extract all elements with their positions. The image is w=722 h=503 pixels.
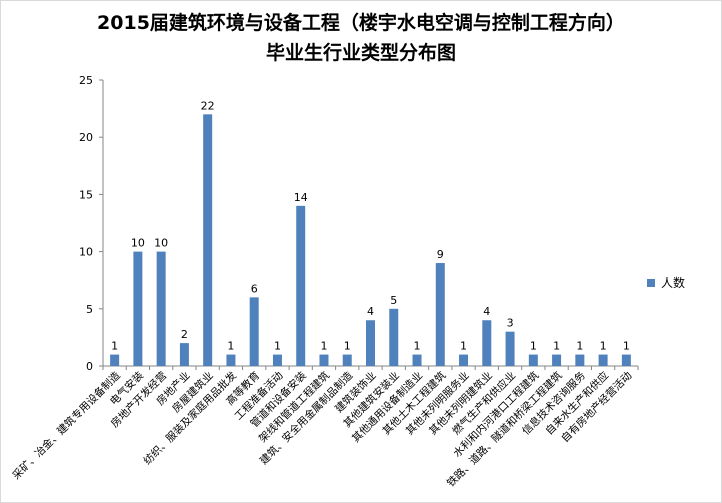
bar: [296, 205, 306, 366]
chart-legend: 人数: [647, 274, 685, 291]
bar-value-label: 1: [320, 340, 327, 353]
bar: [249, 297, 259, 366]
bar-value-label: 1: [600, 340, 607, 353]
bar: [110, 354, 120, 366]
y-tick-label: 20: [79, 131, 93, 144]
bar-value-label: 2: [181, 328, 188, 341]
legend-label: 人数: [661, 276, 686, 290]
bar-value-label: 1: [553, 340, 560, 353]
bar-value-label: 1: [414, 340, 421, 353]
legend-swatch-icon: [647, 278, 655, 287]
bar-value-label: 1: [227, 340, 234, 353]
bar: [203, 114, 213, 366]
bar: [575, 354, 585, 366]
bar: [319, 354, 329, 366]
bar: [528, 354, 538, 366]
bar-value-label: 1: [576, 340, 583, 353]
bar-value-label: 1: [111, 340, 118, 353]
chart-title-line-1: 2015届建筑环境与设备工程（楼宇水电空调与控制工程方向）: [97, 12, 625, 34]
bar: [156, 251, 166, 366]
y-tick-label: 10: [79, 246, 93, 259]
bar-value-label: 4: [367, 305, 374, 318]
bar-value-label: 1: [274, 340, 281, 353]
bar-value-label: 10: [154, 237, 168, 250]
bar-value-label: 3: [507, 317, 514, 330]
bar: [179, 343, 189, 366]
bar-value-label: 22: [201, 99, 215, 112]
bar: [621, 354, 631, 366]
bar: [226, 354, 236, 366]
bar-value-label: 1: [530, 340, 537, 353]
bar-value-label: 14: [294, 191, 308, 204]
bar: [389, 308, 399, 366]
y-tick-label: 15: [79, 188, 93, 201]
bar: [272, 354, 282, 366]
bar-value-label: 10: [131, 237, 145, 250]
bar: [505, 331, 515, 366]
bar-value-label: 6: [251, 282, 258, 295]
y-tick-label: 0: [86, 360, 93, 373]
chart-title-line-2: 毕业生行业类型分布图: [265, 42, 456, 64]
bar: [482, 320, 492, 366]
bar: [133, 251, 143, 366]
bar-value-label: 1: [460, 340, 467, 353]
bar-value-label: 5: [390, 294, 397, 307]
bar-value-label: 1: [623, 340, 630, 353]
bar: [435, 263, 445, 366]
bar-value-label: 4: [483, 305, 490, 318]
bar: [459, 354, 469, 366]
bar: [342, 354, 352, 366]
bar: [598, 354, 608, 366]
y-tick-label: 5: [86, 303, 93, 316]
bar: [412, 354, 422, 366]
bar: [366, 320, 375, 366]
bar-value-label: 1: [344, 340, 351, 353]
bar-value-label: 9: [437, 248, 444, 261]
x-category-label: 采矿、冶金、建筑专用设备制造: [10, 369, 123, 482]
bar: [552, 354, 562, 366]
y-tick-label: 25: [79, 74, 93, 87]
